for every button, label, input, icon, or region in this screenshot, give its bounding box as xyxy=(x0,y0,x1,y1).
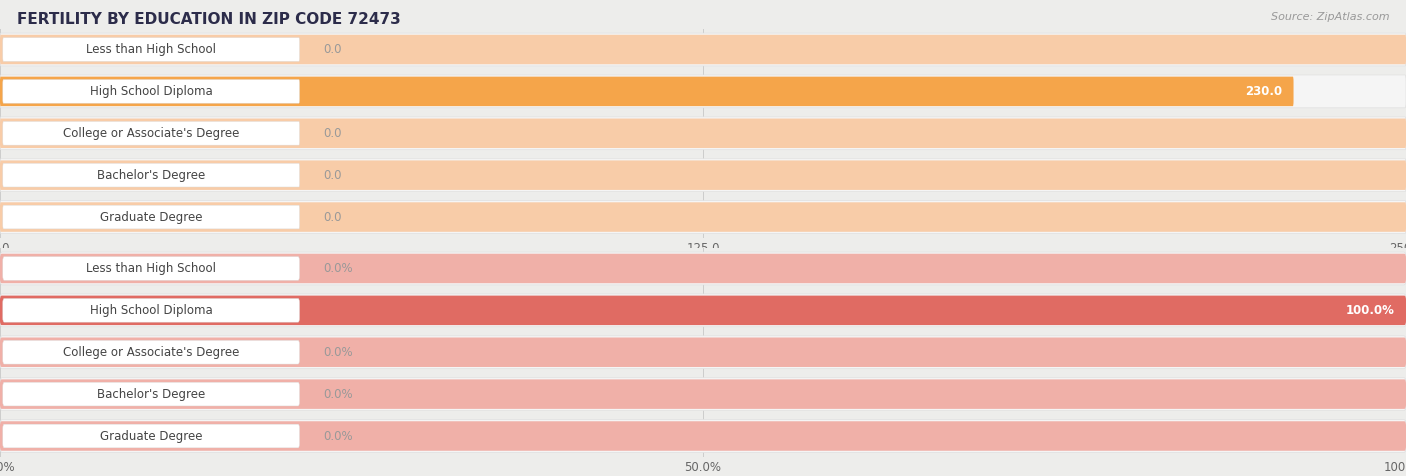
Text: Bachelor's Degree: Bachelor's Degree xyxy=(97,169,205,182)
FancyBboxPatch shape xyxy=(3,38,299,61)
FancyBboxPatch shape xyxy=(3,257,299,280)
Text: Bachelor's Degree: Bachelor's Degree xyxy=(97,387,205,401)
FancyBboxPatch shape xyxy=(0,294,1406,327)
Text: 0.0: 0.0 xyxy=(323,43,342,56)
Text: 0.0: 0.0 xyxy=(323,169,342,182)
FancyBboxPatch shape xyxy=(0,33,1406,66)
FancyBboxPatch shape xyxy=(0,75,1406,108)
FancyBboxPatch shape xyxy=(0,421,1406,451)
Text: College or Associate's Degree: College or Associate's Degree xyxy=(63,127,239,140)
Text: Graduate Degree: Graduate Degree xyxy=(100,429,202,443)
FancyBboxPatch shape xyxy=(0,202,1406,232)
FancyBboxPatch shape xyxy=(0,378,1406,410)
FancyBboxPatch shape xyxy=(3,340,299,364)
FancyBboxPatch shape xyxy=(0,201,1406,233)
FancyBboxPatch shape xyxy=(3,424,299,448)
FancyBboxPatch shape xyxy=(0,254,1406,283)
FancyBboxPatch shape xyxy=(0,379,1406,409)
Text: 0.0%: 0.0% xyxy=(323,387,353,401)
FancyBboxPatch shape xyxy=(3,298,299,322)
FancyBboxPatch shape xyxy=(0,296,1406,325)
Text: FERTILITY BY EDUCATION IN ZIP CODE 72473: FERTILITY BY EDUCATION IN ZIP CODE 72473 xyxy=(17,12,401,27)
FancyBboxPatch shape xyxy=(3,205,299,229)
FancyBboxPatch shape xyxy=(0,35,1406,64)
FancyBboxPatch shape xyxy=(3,121,299,145)
Text: Less than High School: Less than High School xyxy=(86,43,217,56)
FancyBboxPatch shape xyxy=(0,252,1406,285)
Text: Less than High School: Less than High School xyxy=(86,262,217,275)
FancyBboxPatch shape xyxy=(0,337,1406,367)
Text: Graduate Degree: Graduate Degree xyxy=(100,210,202,224)
FancyBboxPatch shape xyxy=(0,77,1294,106)
Text: 0.0%: 0.0% xyxy=(323,429,353,443)
Text: Source: ZipAtlas.com: Source: ZipAtlas.com xyxy=(1271,12,1389,22)
Text: High School Diploma: High School Diploma xyxy=(90,85,212,98)
FancyBboxPatch shape xyxy=(0,160,1406,190)
FancyBboxPatch shape xyxy=(0,119,1406,148)
Text: 0.0: 0.0 xyxy=(323,127,342,140)
Text: 0.0: 0.0 xyxy=(323,210,342,224)
Text: 230.0: 230.0 xyxy=(1246,85,1282,98)
FancyBboxPatch shape xyxy=(0,159,1406,191)
FancyBboxPatch shape xyxy=(0,336,1406,368)
Text: 0.0%: 0.0% xyxy=(323,346,353,359)
FancyBboxPatch shape xyxy=(3,382,299,406)
Text: High School Diploma: High School Diploma xyxy=(90,304,212,317)
Text: 100.0%: 100.0% xyxy=(1346,304,1395,317)
Text: College or Associate's Degree: College or Associate's Degree xyxy=(63,346,239,359)
FancyBboxPatch shape xyxy=(3,79,299,103)
FancyBboxPatch shape xyxy=(3,163,299,187)
FancyBboxPatch shape xyxy=(0,420,1406,452)
FancyBboxPatch shape xyxy=(0,117,1406,149)
Text: 0.0%: 0.0% xyxy=(323,262,353,275)
